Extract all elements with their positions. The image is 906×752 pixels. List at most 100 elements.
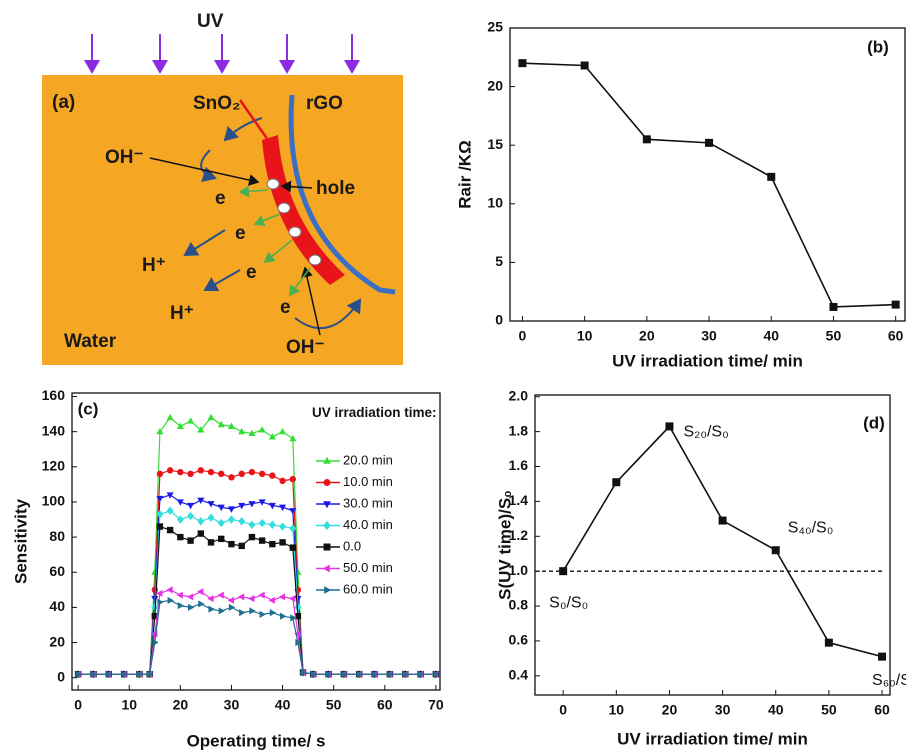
- marker: [219, 607, 225, 614]
- legend-swatch: [323, 565, 330, 573]
- marker: [229, 604, 235, 611]
- y-tick-label: 0: [57, 668, 65, 684]
- marker: [197, 517, 204, 525]
- marker: [249, 534, 255, 540]
- legend-swatch: [324, 586, 331, 594]
- uv-arrows: [92, 34, 352, 72]
- marker: [612, 478, 620, 486]
- hole-label: hole: [316, 178, 355, 199]
- marker: [218, 536, 224, 542]
- marker: [187, 512, 194, 520]
- marker: [269, 597, 275, 604]
- marker: [290, 476, 296, 482]
- x-tick-label: 40: [768, 702, 784, 718]
- marker: [208, 514, 215, 522]
- marker: [238, 517, 245, 525]
- rgo-label: rGO: [306, 93, 343, 114]
- marker: [177, 592, 183, 599]
- marker: [269, 472, 275, 478]
- marker: [238, 471, 244, 477]
- marker: [280, 613, 286, 620]
- marker: [228, 515, 235, 523]
- marker: [279, 593, 285, 600]
- marker: [177, 534, 183, 540]
- marker: [892, 301, 900, 309]
- marker: [217, 592, 223, 599]
- panel-label: (c): [78, 399, 99, 418]
- legend-entry: 40.0 min: [343, 517, 393, 532]
- y-tick-label: 10: [487, 195, 503, 211]
- marker: [167, 527, 173, 533]
- x-tick-label: 60: [888, 328, 904, 344]
- plot-frame: [510, 28, 905, 321]
- y-tick-label: 60: [49, 563, 65, 579]
- marker: [228, 474, 234, 480]
- marker: [249, 607, 255, 614]
- marker: [270, 609, 276, 616]
- x-tick-label: 20: [173, 697, 189, 713]
- y-tick-label: 0: [495, 312, 503, 328]
- series-line: [522, 63, 895, 307]
- water-box: [42, 75, 403, 365]
- x-tick-label: 30: [715, 702, 731, 718]
- x-axis-label: UV irradiation time/ min: [612, 351, 803, 370]
- marker: [228, 541, 234, 547]
- x-tick-label: 40: [763, 328, 779, 344]
- x-tick-label: 0: [74, 697, 82, 713]
- marker: [167, 414, 174, 420]
- legend-entry: 0.0: [343, 538, 361, 553]
- marker: [168, 597, 174, 604]
- marker: [187, 471, 193, 477]
- x-tick-label: 10: [609, 702, 625, 718]
- electron-label: e: [246, 262, 257, 283]
- series-line: [78, 600, 436, 674]
- marker: [167, 507, 174, 515]
- marker: [208, 414, 215, 420]
- marker: [665, 422, 673, 430]
- marker: [269, 541, 275, 547]
- marker: [218, 471, 224, 477]
- marker: [719, 517, 727, 525]
- y-tick-label: 100: [42, 493, 66, 509]
- legend-title: UV irradiation time:: [312, 403, 438, 422]
- y-tick-label: 2.0: [509, 387, 529, 403]
- marker: [157, 523, 163, 529]
- x-tick-label: 40: [275, 697, 291, 713]
- x-tick-label: 0: [519, 328, 527, 344]
- marker: [258, 592, 264, 599]
- marker: [238, 543, 244, 549]
- legend-swatch: [323, 521, 331, 530]
- marker: [167, 467, 173, 473]
- legend-swatch: [324, 479, 331, 486]
- marker: [260, 611, 266, 618]
- marker: [248, 521, 255, 529]
- marker: [289, 435, 296, 441]
- annotation: S₂₀/S₀: [683, 424, 728, 441]
- y-tick-label: 1.6: [509, 457, 529, 473]
- y-axis-label: Rair /KΩ: [455, 140, 474, 208]
- x-tick-label: 50: [821, 702, 837, 718]
- marker: [249, 469, 255, 475]
- marker: [279, 428, 286, 434]
- x-tick-label: 50: [326, 697, 342, 713]
- x-axis-label: UV irradiation time/ min: [617, 729, 808, 748]
- x-axis-label: Operating time/ s: [187, 731, 326, 750]
- marker: [187, 537, 193, 543]
- y-tick-label: 40: [49, 598, 65, 614]
- x-tick-label: 10: [577, 328, 593, 344]
- marker: [259, 426, 266, 432]
- marker: [228, 506, 235, 512]
- y-tick-label: 0.4: [509, 667, 529, 683]
- y-tick-label: 140: [42, 422, 66, 438]
- y-tick-label: 15: [487, 136, 503, 152]
- legend-swatch: [324, 544, 331, 551]
- marker: [228, 597, 234, 604]
- electron-label: e: [215, 188, 226, 209]
- marker: [772, 546, 780, 554]
- y-tick-label: 1.8: [509, 422, 529, 438]
- x-tick-label: 60: [874, 702, 890, 718]
- marker: [269, 521, 276, 529]
- proton-label: H⁺: [170, 303, 194, 324]
- panel-label: (a): [52, 92, 75, 113]
- y-tick-label: 160: [42, 387, 66, 403]
